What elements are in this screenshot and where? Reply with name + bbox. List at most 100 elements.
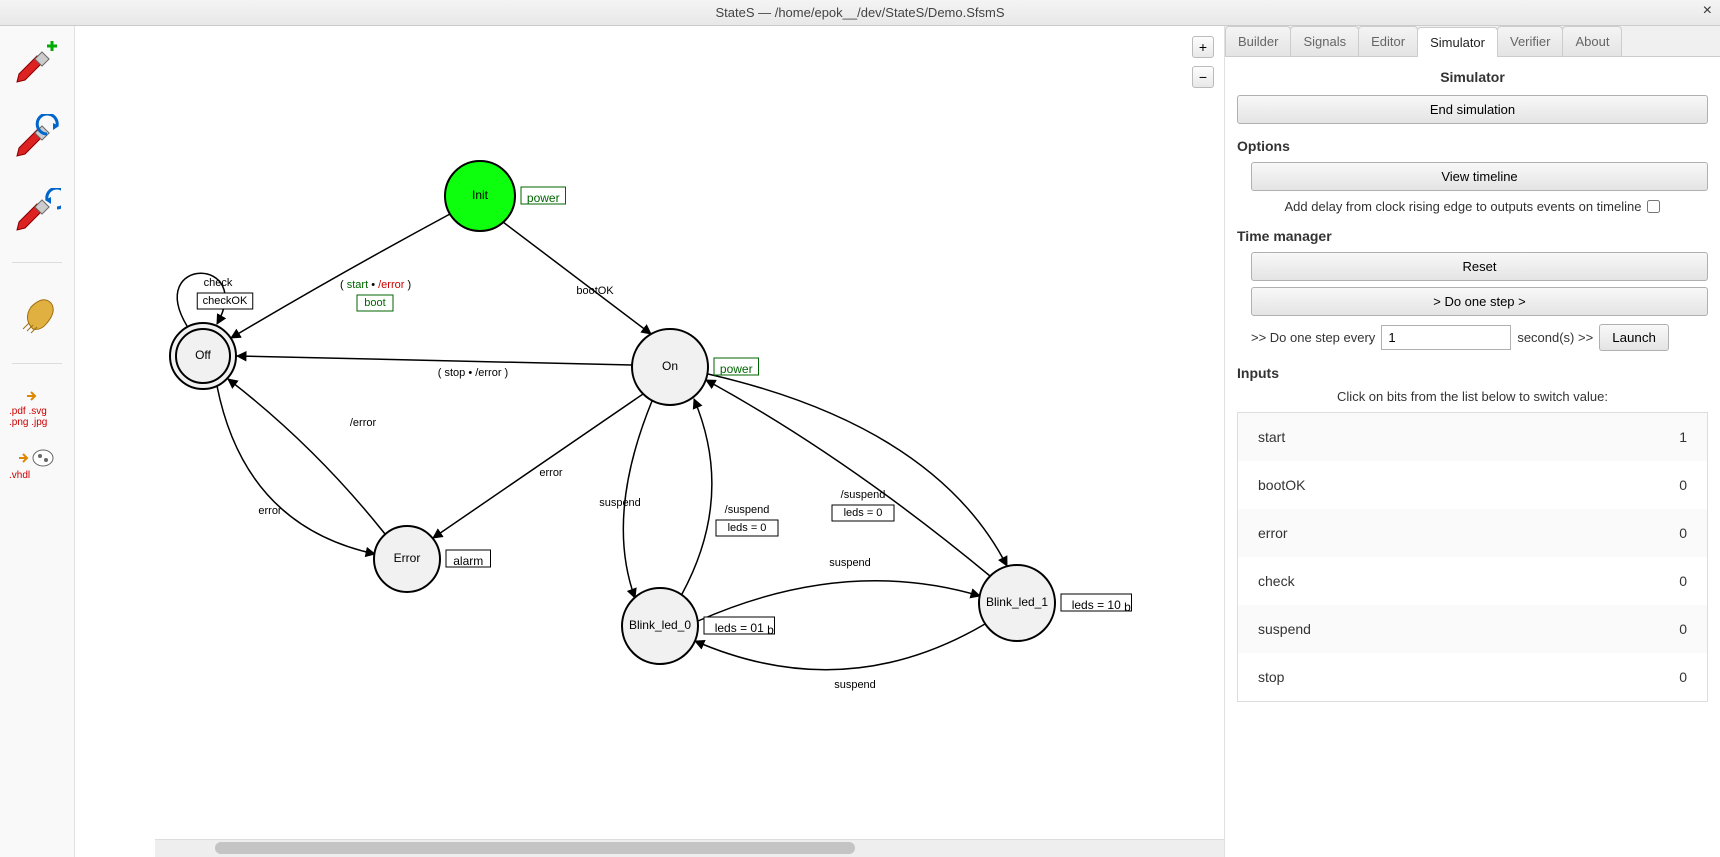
input-row-start[interactable]: start 1 xyxy=(1238,413,1707,461)
reset-button[interactable]: Reset xyxy=(1251,252,1708,281)
toolbar-separator-2 xyxy=(12,363,62,364)
svg-text:/suspend: /suspend xyxy=(841,489,886,501)
input-row-error[interactable]: error 0 xyxy=(1238,509,1707,557)
input-name: start xyxy=(1258,429,1285,445)
state-bl1[interactable]: Blink_led_1 leds = 10b xyxy=(979,565,1132,641)
tool-save[interactable] xyxy=(9,184,65,240)
delay-checkbox[interactable] xyxy=(1647,200,1660,213)
svg-text:b: b xyxy=(767,623,774,637)
app-window: StateS — /home/epok__/dev/StateS/Demo.Sf… xyxy=(0,0,1720,857)
tab-builder[interactable]: Builder xyxy=(1225,26,1291,56)
input-value: 0 xyxy=(1679,573,1687,589)
svg-text:boot: boot xyxy=(364,297,385,309)
svg-text:suspend: suspend xyxy=(599,497,641,509)
state-on[interactable]: On power xyxy=(632,329,759,405)
input-row-check[interactable]: check0 xyxy=(1238,557,1707,605)
svg-text:leds = 0: leds = 0 xyxy=(844,507,883,519)
svg-text:error: error xyxy=(258,505,282,517)
step-suffix-label: second(s) >> xyxy=(1517,330,1593,345)
svg-text:check: check xyxy=(204,277,233,289)
tab-editor[interactable]: Editor xyxy=(1358,26,1418,56)
input-value: 0 xyxy=(1679,525,1687,541)
scrollbar-thumb[interactable] xyxy=(215,842,855,854)
svg-text:checkOK: checkOK xyxy=(203,295,248,307)
zoom-out-button[interactable]: − xyxy=(1192,66,1214,88)
main-area: .pdf .svg.png .jpg .vhdl + − ( start • /… xyxy=(0,26,1720,857)
input-value: 0 xyxy=(1679,621,1687,637)
panel-title: Simulator xyxy=(1237,69,1708,85)
simulator-panel: Simulator End simulation Options View ti… xyxy=(1225,57,1720,857)
svg-text:bootOK: bootOK xyxy=(576,285,614,297)
svg-text:leds = 01: leds = 01 xyxy=(715,621,764,635)
tab-verifier[interactable]: Verifier xyxy=(1497,26,1563,56)
inputs-hint: Click on bits from the list below to swi… xyxy=(1237,389,1708,404)
time-manager-heading: Time manager xyxy=(1237,228,1708,244)
tab-about[interactable]: About xyxy=(1562,26,1622,56)
step-interval-input[interactable] xyxy=(1381,325,1511,350)
export-formats-1: .pdf .svg.png .jpg xyxy=(9,406,65,428)
horizontal-scrollbar[interactable] xyxy=(155,839,1224,857)
svg-text:leds = 10: leds = 10 xyxy=(1072,598,1121,612)
step-every-row: >> Do one step every second(s) >> Launch xyxy=(1251,324,1708,351)
input-row-suspend[interactable]: suspend 0 xyxy=(1238,605,1707,653)
svg-text:Blink_led_1: Blink_led_1 xyxy=(986,595,1048,609)
state-init[interactable]: Init power xyxy=(445,161,566,231)
view-timeline-button[interactable]: View timeline xyxy=(1251,162,1708,191)
svg-text:error: error xyxy=(539,467,563,479)
tool-open[interactable] xyxy=(9,110,65,166)
tab-signals[interactable]: Signals xyxy=(1290,26,1359,56)
input-name: error xyxy=(1258,525,1288,541)
panel-tabs: BuilderSignalsEditorSimulatorVerifierAbo… xyxy=(1225,26,1720,57)
inputs-list: start1bootOK0error0check0suspend0stop0 xyxy=(1237,412,1708,702)
svg-text:b: b xyxy=(1124,600,1131,614)
step-prefix-label: >> Do one step every xyxy=(1251,330,1375,345)
svg-text:Blink_led_0: Blink_led_0 xyxy=(629,618,691,632)
svg-text:power: power xyxy=(720,362,753,376)
end-simulation-button[interactable]: End simulation xyxy=(1237,95,1708,124)
input-value: 1 xyxy=(1679,429,1687,445)
diagram-canvas[interactable]: + − ( start • /error ) boot bootOK ( stop •… xyxy=(75,26,1224,857)
svg-text:Off: Off xyxy=(195,348,211,362)
tool-export-image[interactable]: .pdf .svg.png .jpg xyxy=(9,386,65,428)
close-icon[interactable]: × xyxy=(1703,2,1712,20)
options-heading: Options xyxy=(1237,138,1708,154)
svg-text:( stop • /error ): ( stop • /error ) xyxy=(438,367,508,379)
window-title: StateS — /home/epok__/dev/StateS/Demo.Sf… xyxy=(715,5,1004,20)
input-row-bootOK[interactable]: bootOK 0 xyxy=(1238,461,1707,509)
svg-text:suspend: suspend xyxy=(834,679,876,691)
side-panel: BuilderSignalsEditorSimulatorVerifierAbo… xyxy=(1224,26,1720,857)
svg-text:Error: Error xyxy=(394,551,421,565)
zoom-controls: + − xyxy=(1192,36,1214,88)
left-toolbar: .pdf .svg.png .jpg .vhdl xyxy=(0,26,75,857)
tab-simulator[interactable]: Simulator xyxy=(1417,27,1498,57)
inputs-heading: Inputs xyxy=(1237,365,1708,381)
svg-text:leds = 0: leds = 0 xyxy=(728,522,767,534)
input-name: suspend xyxy=(1258,621,1311,637)
delay-option-row: Add delay from clock rising edge to outp… xyxy=(1237,199,1708,214)
tool-export-vhdl[interactable]: .vhdl xyxy=(9,446,65,481)
tool-new[interactable] xyxy=(9,36,65,92)
tool-clean[interactable] xyxy=(9,285,65,341)
zoom-in-button[interactable]: + xyxy=(1192,36,1214,58)
svg-text:alarm: alarm xyxy=(453,554,483,568)
input-value: 0 xyxy=(1679,669,1687,685)
delay-label: Add delay from clock rising edge to outp… xyxy=(1285,199,1642,214)
svg-text:power: power xyxy=(527,191,560,205)
export-vhdl-label: .vhdl xyxy=(9,470,65,481)
input-value: 0 xyxy=(1679,477,1687,493)
fsm-diagram: ( start • /error ) boot bootOK ( stop • /er… xyxy=(75,26,1224,857)
state-off[interactable]: Off xyxy=(170,323,236,389)
state-error[interactable]: Error alarm xyxy=(374,526,491,592)
toolbar-separator xyxy=(12,262,62,263)
svg-text:/suspend: /suspend xyxy=(725,504,770,516)
svg-text:/error: /error xyxy=(350,417,377,429)
input-name: bootOK xyxy=(1258,477,1305,493)
svg-text:On: On xyxy=(662,359,678,373)
state-bl0[interactable]: Blink_led_0 leds = 01b xyxy=(622,588,775,664)
svg-text:suspend: suspend xyxy=(829,557,871,569)
svg-text:( start • /error ): ( start • /error ) xyxy=(340,279,411,291)
input-row-stop[interactable]: stop0 xyxy=(1238,653,1707,701)
svg-text:Init: Init xyxy=(472,188,489,202)
launch-button[interactable]: Launch xyxy=(1599,324,1669,351)
do-one-step-button[interactable]: > Do one step > xyxy=(1251,287,1708,316)
